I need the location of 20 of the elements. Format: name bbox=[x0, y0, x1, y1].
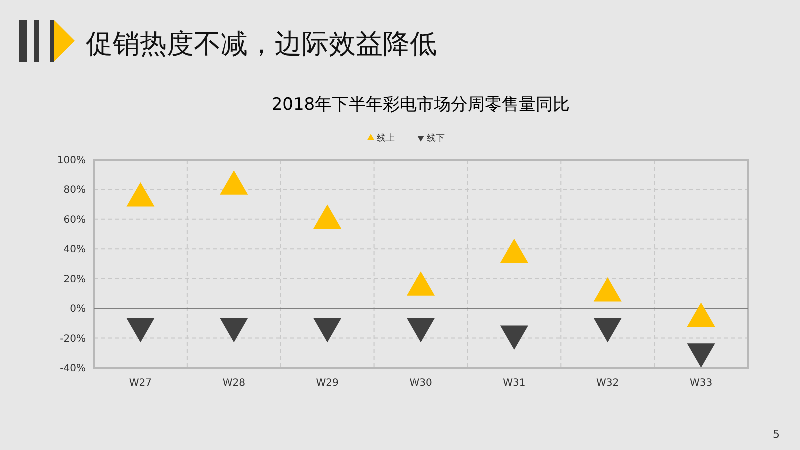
y-tick-label: 20% bbox=[64, 274, 86, 286]
text: 5 bbox=[773, 428, 780, 441]
y-tick-label: 0% bbox=[70, 304, 86, 316]
x-tick-label: W30 bbox=[410, 378, 432, 389]
y-tick-label: 80% bbox=[64, 185, 86, 196]
x-tick-label: W27 bbox=[129, 378, 152, 389]
x-tick-label: W29 bbox=[316, 378, 339, 389]
y-tick-label: -20% bbox=[60, 334, 86, 345]
x-tick-label: W31 bbox=[503, 378, 526, 389]
x-tick-label: W33 bbox=[690, 378, 713, 389]
x-tick-label: W32 bbox=[596, 378, 620, 389]
y-tick-label: -40% bbox=[60, 364, 86, 374]
y-tick-label: 60% bbox=[64, 214, 86, 226]
y-tick-label: 100% bbox=[57, 156, 86, 166]
text: 促销热度不减，边际效益降低 bbox=[86, 29, 437, 60]
legend-label: 线下 bbox=[427, 133, 445, 144]
x-tick-label: W28 bbox=[222, 378, 246, 389]
chart-title: 2018年下半年彩电市场分周零售量同比 bbox=[272, 95, 570, 115]
y-tick-label: 40% bbox=[64, 244, 86, 256]
legend-label: 线上 bbox=[377, 133, 395, 144]
